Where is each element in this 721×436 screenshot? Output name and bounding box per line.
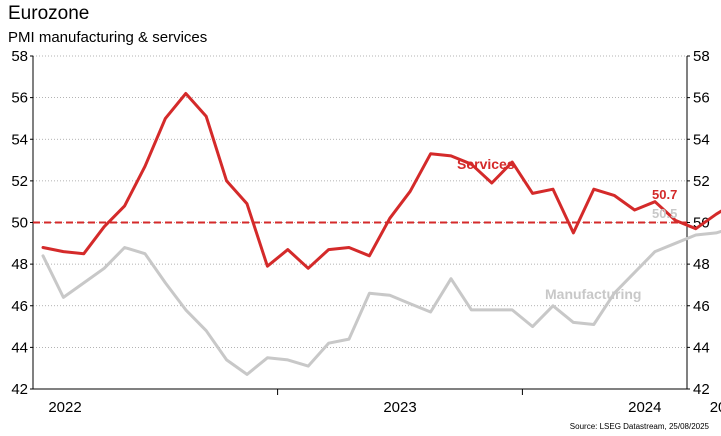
y-tick-right-46: 46 (693, 298, 710, 315)
series-label-manufacturing: Manufacturing (545, 286, 641, 302)
x-tick-label-2024: 2024 (628, 399, 661, 416)
y-tick-left-42: 42 (11, 381, 28, 398)
source-note: Source: LSEG Datastream, 25/08/2025 (569, 422, 709, 431)
y-tick-right-56: 56 (693, 90, 710, 107)
y-tick-left-50: 50 (11, 215, 28, 232)
y-tick-left-56: 56 (11, 90, 28, 107)
y-tick-right-58: 58 (693, 48, 710, 65)
y-tick-left-54: 54 (11, 131, 28, 148)
end-value-manufacturing: 50.5 (652, 206, 677, 221)
x-tick-label-2025: 2025 (710, 399, 721, 416)
chart-title: Eurozone (8, 3, 90, 24)
y-tick-right-42: 42 (693, 381, 710, 398)
x-tick-label-2023: 2023 (383, 399, 416, 416)
y-tick-right-44: 44 (693, 339, 710, 356)
end-value-services: 50.7 (652, 187, 677, 202)
series-line-services (41, 92, 721, 270)
y-tick-right-52: 52 (693, 173, 710, 190)
y-tick-right-48: 48 (693, 256, 710, 273)
y-tick-left-44: 44 (11, 339, 28, 356)
chart-subtitle: PMI manufacturing & services (8, 29, 208, 46)
y-tick-right-54: 54 (693, 131, 710, 148)
y-tick-left-46: 46 (11, 298, 28, 315)
series-line-manufacturing (41, 229, 721, 376)
series-lines (41, 92, 721, 376)
y-tick-left-58: 58 (11, 48, 28, 65)
x-tick-label-2022: 2022 (48, 399, 81, 416)
y-tick-left-48: 48 (11, 256, 28, 273)
series-label-services: Services (457, 156, 515, 172)
y-tick-left-52: 52 (11, 173, 28, 190)
series-labels: Services Manufacturing 50.7 50.5 (457, 156, 677, 302)
